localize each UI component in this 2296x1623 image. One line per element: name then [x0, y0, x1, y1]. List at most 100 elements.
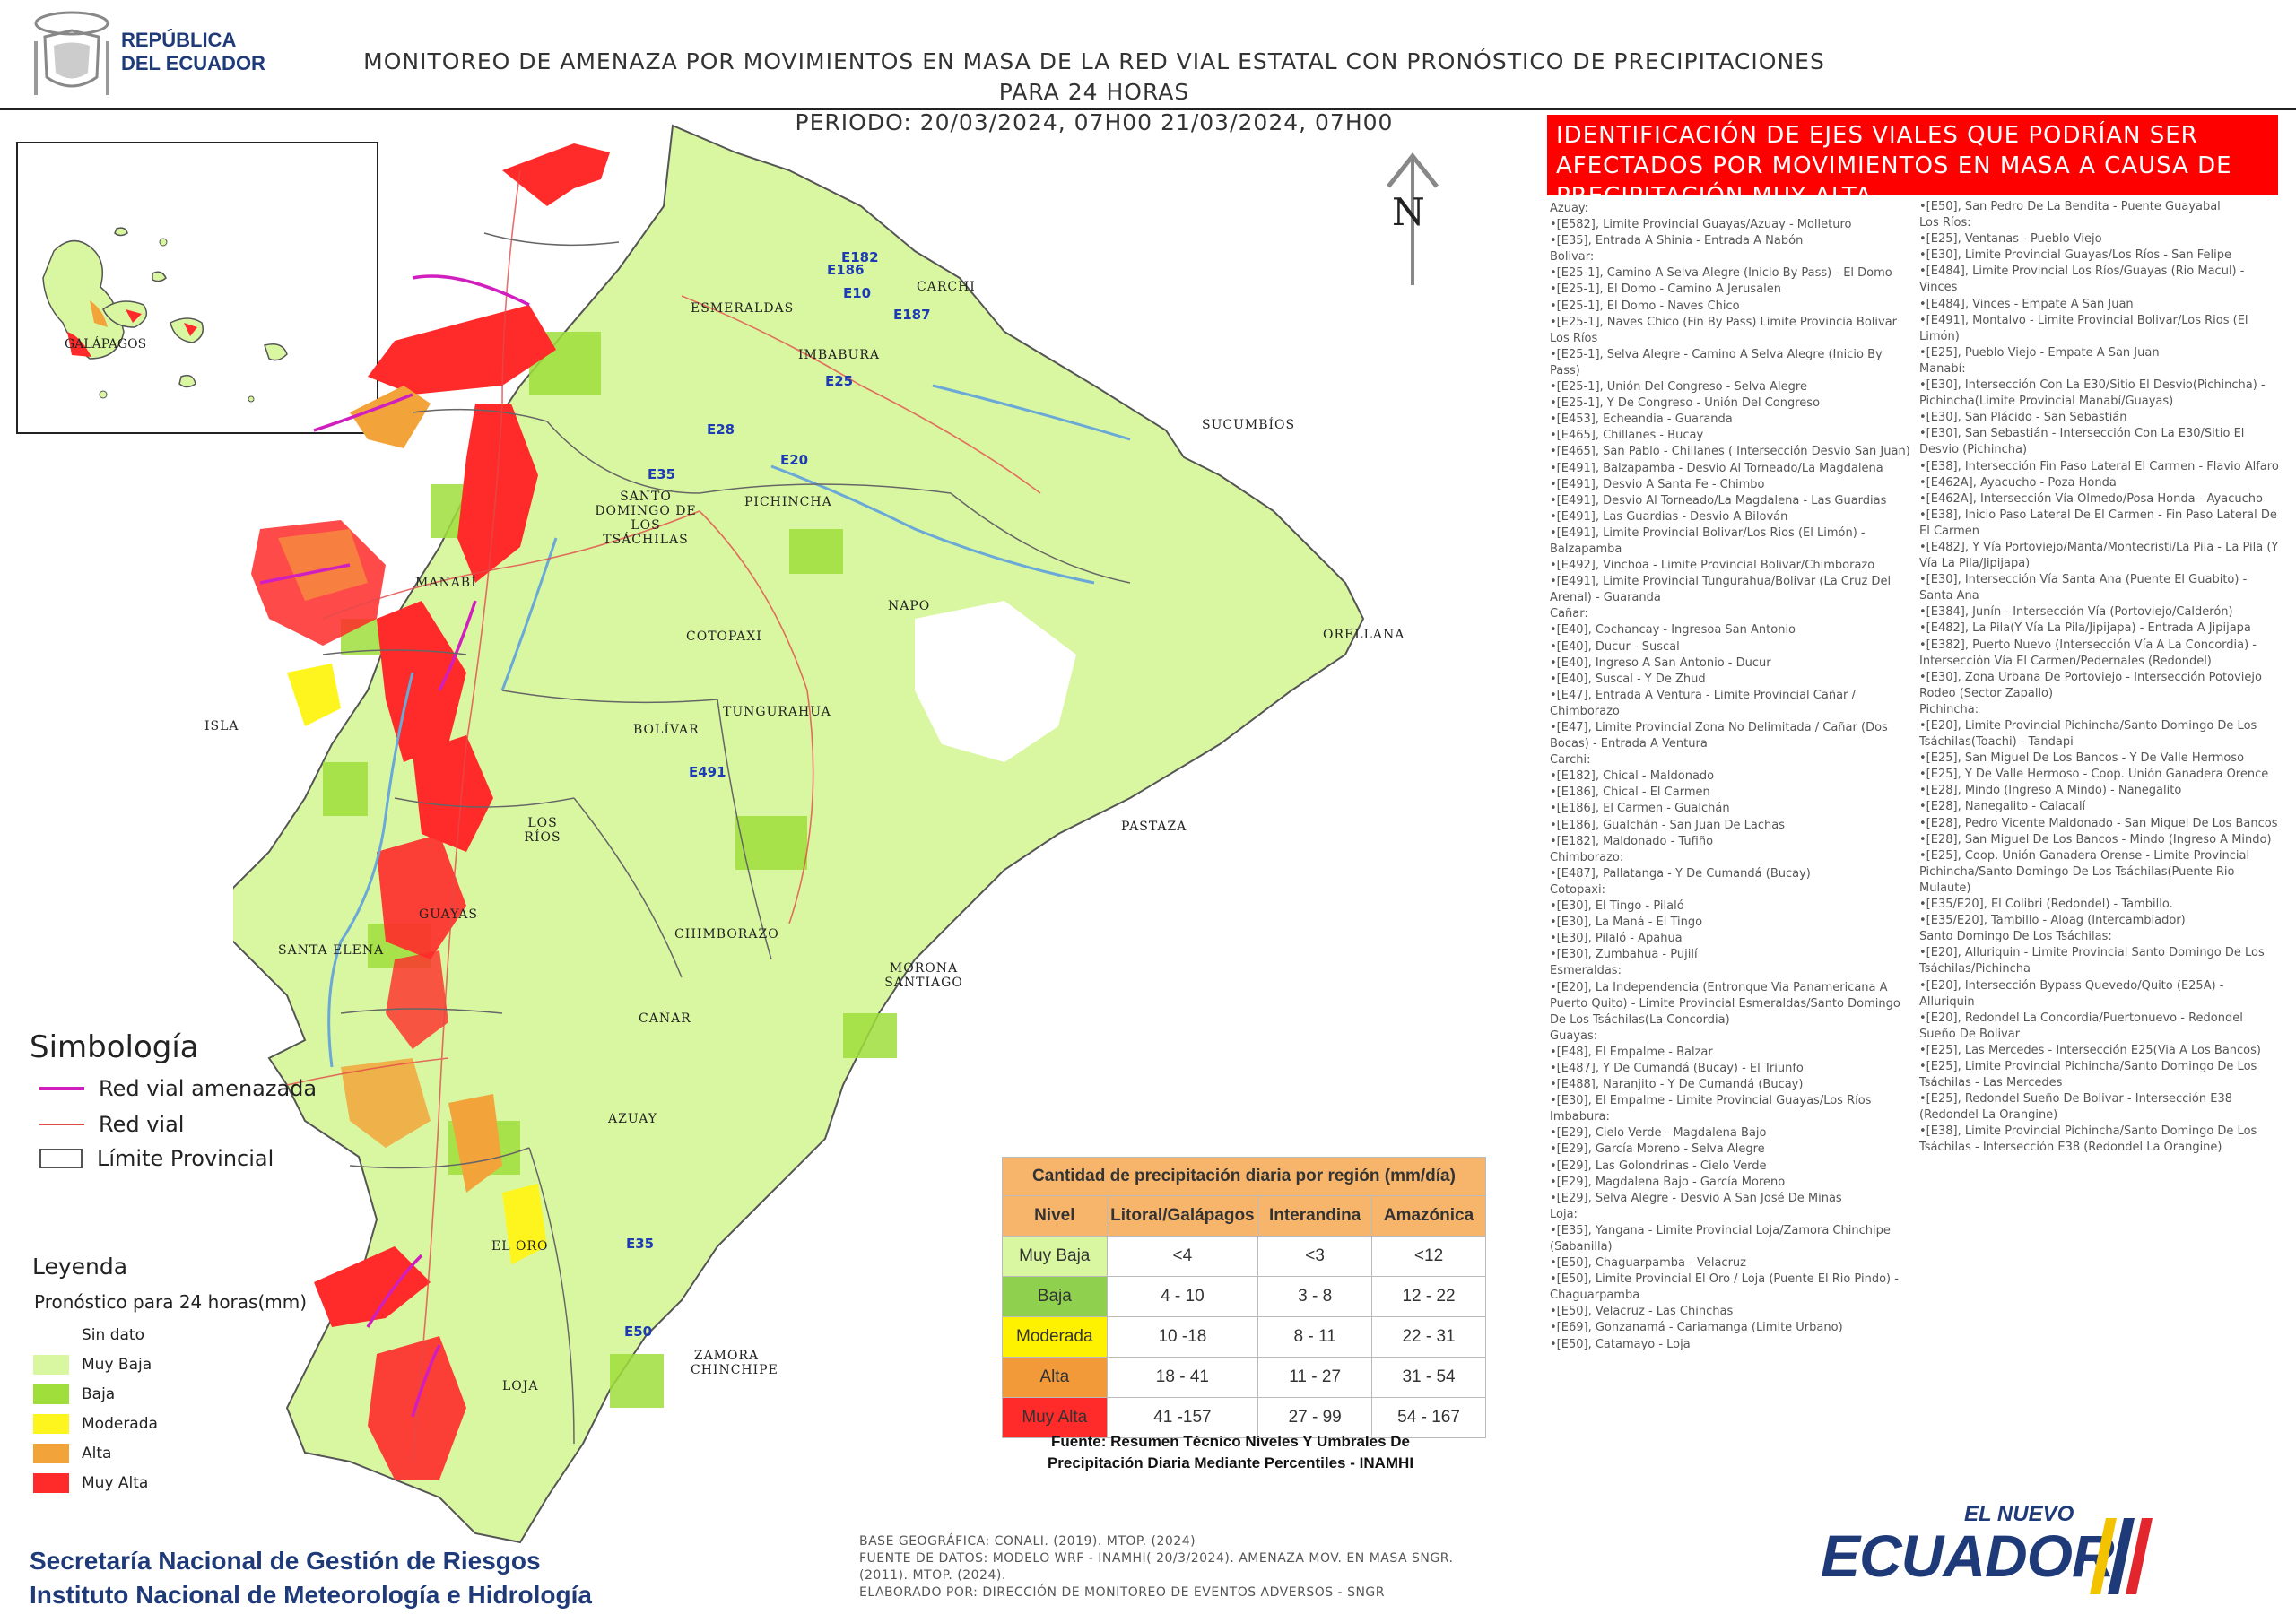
simbologia-title: Simbología [30, 1029, 199, 1065]
route-item: •[E28], Pedro Vicente Maldonado - San Mi… [1919, 816, 2278, 830]
road-label: E491 [689, 764, 726, 780]
route-item: •[E25-1], Naves Chico (Fin By Pass) Limi… [1550, 315, 1898, 345]
route-item: •[E47], Entrada A Ventura - Limite Provi… [1550, 688, 1856, 718]
route-item: •[E30], El Tingo - Pilaló [1550, 899, 1684, 914]
route-item: •[E25-1], Selva Alegre - Camino A Selva … [1550, 347, 1883, 378]
value-cell: 10 -18 [1106, 1316, 1259, 1358]
road-label: E35 [648, 466, 676, 482]
route-item: •[E491], Limite Provincial Tungurahua/Bo… [1550, 575, 1892, 605]
route-item: •[E25], Las Mercedes - Intersección E25(… [1919, 1043, 2261, 1057]
route-item: •[E30], Pilaló - Apahua [1550, 932, 1683, 946]
value-cell: 8 - 11 [1257, 1316, 1373, 1358]
table-source: Fuente: Resumen Técnico Niveles Y Umbral… [1047, 1433, 1414, 1471]
route-item: •[E491], Limite Provincial Bolivar/Los R… [1550, 525, 1866, 556]
route-item: •[E488], Naranjito - Y De Cumandá (Bucay… [1550, 1078, 1804, 1092]
value-cell: 11 - 27 [1257, 1357, 1373, 1398]
route-item: •[E491], Montalvo - Limite Provincial Bo… [1919, 313, 2248, 343]
level-cell: Moderada [1002, 1316, 1108, 1358]
route-item: •[E462A], Ayacucho - Poza Honda [1919, 475, 2117, 490]
route-item: •[E50], Chaguarpamba - Velacruz [1550, 1256, 1746, 1271]
route-province-header: Azuay: [1550, 202, 1589, 215]
value-cell: 54 - 167 [1371, 1397, 1486, 1438]
brand-main: ECUADOR [1821, 1523, 2115, 1589]
province-label: BOLÍVAR [633, 723, 700, 737]
legend-category: Sin dato [33, 1325, 144, 1345]
route-item: •[E29], Selva Alegre - Desvio A San José… [1550, 1191, 1842, 1205]
route-province-header: Guayas: [1550, 1028, 1598, 1043]
province-label: NAPO [888, 599, 931, 613]
legend-category: Muy Baja [33, 1355, 152, 1375]
route-item: •[E30], El Empalme - Limite Provincial G… [1550, 1094, 1872, 1108]
leyenda-subtitle: Pronóstico para 24 horas(mm) [34, 1291, 308, 1313]
route-item: •[E30], San Plácido - San Sebastián [1919, 411, 2127, 425]
road-label: E25 [825, 373, 854, 389]
legend-road: Red vial [39, 1112, 184, 1137]
country-name: REPÚBLICA DEL ECUADOR [121, 29, 265, 74]
legend-category: Moderada [33, 1414, 158, 1434]
route-item: •[E186], El Carmen - Gualchán [1550, 802, 1730, 816]
route-item: •[E182], Maldonado - Tufiño [1550, 834, 1714, 848]
route-item: •[E47], Limite Provincial Zona No Delimi… [1550, 721, 1888, 751]
route-item: •[E38], Inicio Paso Lateral De El Carmen… [1919, 508, 2277, 538]
route-item: •[E382], Puerto Nuevo (Intersección Vía … [1919, 638, 2257, 668]
route-province-header: Imbabura: [1550, 1110, 1610, 1124]
route-item: •[E465], San Pablo - Chillanes ( Interse… [1550, 445, 1910, 459]
route-province-header: Carchi: [1550, 753, 1591, 768]
road-label: E187 [893, 307, 931, 323]
route-list-col1: Azuay: •[E582], Limite Provincial Guayas/… [1550, 201, 1913, 1353]
province-label: EL ORO [491, 1239, 549, 1254]
legend-label: Alta [82, 1445, 112, 1462]
route-item: •[E482], Y Vía Portoviejo/Manta/Montecri… [1919, 540, 2279, 571]
province-label: COTOPAXI [686, 629, 762, 644]
color-swatch [33, 1384, 69, 1404]
route-item: •[E30], San Sebastián - Intersección Con… [1919, 427, 2245, 457]
table-header: Amazónica [1371, 1195, 1486, 1237]
legend-label: Sin dato [82, 1326, 144, 1344]
organization-names: Secretaría Nacional de Gestión de Riesgo… [30, 1547, 592, 1609]
route-item: •[E30], La Maná - El Tingo [1550, 916, 1703, 930]
level-cell: Muy Alta [1002, 1397, 1108, 1438]
route-item: •[E29], García Moreno - Selva Alegre [1550, 1142, 1765, 1157]
color-swatch [33, 1355, 69, 1375]
color-swatch [33, 1444, 69, 1463]
route-item: •[E35/E20], El Colibri (Redondel) - Tamb… [1919, 898, 2173, 912]
route-province-header: Cotopaxi: [1550, 882, 1605, 897]
road-label: E10 [843, 285, 872, 301]
province-label: SUCUMBÍOS [1202, 418, 1296, 432]
color-swatch [33, 1414, 69, 1434]
province-label: PASTAZA [1121, 820, 1187, 834]
value-cell: 41 -157 [1106, 1397, 1259, 1438]
route-item: •[E487], Y De Cumandá (Bucay) - El Triun… [1550, 1061, 1804, 1075]
route-item: •[E28], San Miguel De Los Bancos - Mindo… [1919, 832, 2272, 846]
value-cell: 18 - 41 [1106, 1357, 1259, 1398]
legend-label: Baja [82, 1385, 116, 1403]
route-item: •[E25-1], El Domo - Naves Chico [1550, 299, 1740, 313]
route-province-header: Esmeraldas: [1550, 964, 1622, 978]
credits: BASE GEOGRÁFICA: CONALI. (2019). MTOP. (… [859, 1534, 1454, 1600]
route-item: •[E384], Junín - Intersección Vía (Porto… [1919, 605, 2233, 620]
ecuador-map [213, 117, 1552, 1569]
el-nuevo-ecuador-logo: EL NUEVO ECUADOR [1821, 1502, 2161, 1610]
table-row: Muy Baja <4 <3 <12 [1002, 1236, 1486, 1277]
road-label: E50 [624, 1324, 653, 1340]
legend-label: Muy Baja [82, 1356, 152, 1374]
threatened-road-line-icon [39, 1087, 84, 1090]
legend-threatened-road: Red vial amenazada [39, 1076, 317, 1101]
route-item: •[E50], San Pedro De La Bendita - Puente… [1919, 200, 2221, 213]
route-item: •[E491], Desvio Al Torneado/La Magdalena… [1550, 493, 1887, 508]
province-label: GUAYAS [419, 907, 478, 922]
route-item: •[E30], Limite Provincial Guayas/Los Río… [1919, 248, 2231, 263]
route-item: •[E25-1], Y De Congreso - Unión Del Cong… [1550, 396, 1821, 411]
route-item: •[E491], Las Guardias - Desvio A Bilován [1550, 509, 1788, 524]
route-item: •[E69], Gonzanamá - Cariamanga (Limite U… [1550, 1321, 1843, 1335]
route-item: •[E40], Ducur - Suscal [1550, 639, 1680, 654]
legend-category: Alta [33, 1444, 111, 1463]
route-item: •[E25], Redondel Sueño De Bolivar - Inte… [1919, 1092, 2233, 1123]
table-row: Muy Alta 41 -157 27 - 99 54 - 167 [1002, 1397, 1486, 1438]
route-item: •[E35], Yangana - Limite Provincial Loja… [1550, 1223, 1891, 1254]
color-swatch [33, 1473, 69, 1493]
color-swatch [33, 1325, 69, 1345]
table-header: Litoral/Galápagos [1106, 1195, 1259, 1237]
route-item: •[E462A], Intersección Vía Olmedo/Posa H… [1919, 491, 2263, 506]
route-item: •[E484], Limite Provincial Los Ríos/Guay… [1919, 265, 2245, 295]
